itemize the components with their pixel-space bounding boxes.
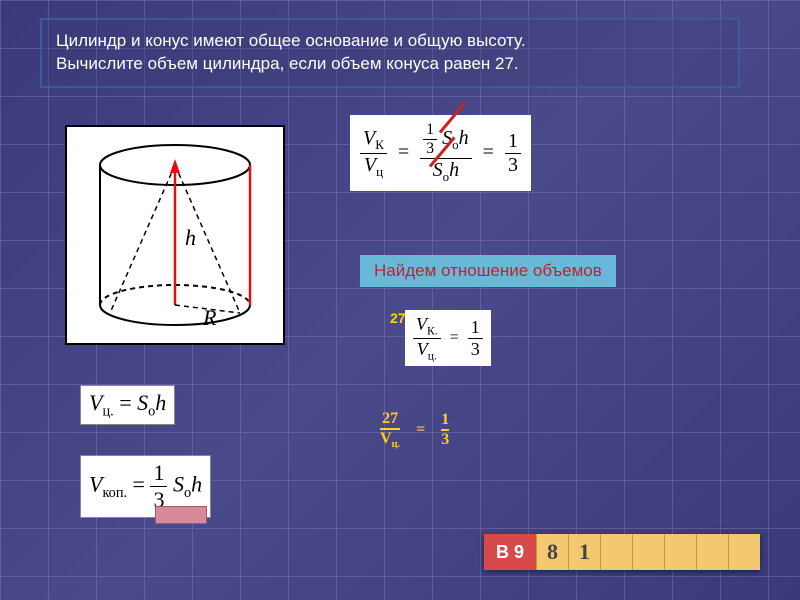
answer-label: В 9 xyxy=(484,534,536,570)
answer-cell[interactable] xyxy=(632,534,664,570)
diagram-svg: h R xyxy=(75,135,275,335)
solve-equation: 27 Vц. = 1 3 xyxy=(380,410,449,450)
problem-line1: Цилиндр и конус имеют общее основание и … xyxy=(56,30,724,53)
annotation-27: 27 xyxy=(390,310,406,326)
hint-box: Найдем отношение объемов xyxy=(360,255,616,287)
answer-cells: 8 1 xyxy=(536,534,760,570)
main-ratio-formula: VК Vц = 13 Sоh Sоh = 1 3 xyxy=(350,115,531,191)
answer-cell[interactable] xyxy=(728,534,760,570)
answer-cell[interactable] xyxy=(664,534,696,570)
answer-cell[interactable] xyxy=(696,534,728,570)
cylinder-cone-diagram: h R xyxy=(65,125,285,345)
problem-line2: Вычислите объем цилиндра, если объем кон… xyxy=(56,53,724,76)
answer-cell[interactable]: 8 xyxy=(536,534,568,570)
answer-cell[interactable] xyxy=(600,534,632,570)
answer-strip: В 9 8 1 xyxy=(484,534,760,570)
problem-statement: Цилиндр и конус имеют общее основание и … xyxy=(40,18,740,88)
formula-cylinder: Vц. = Sоh xyxy=(80,385,175,425)
h-label: h xyxy=(185,225,196,250)
ratio-substituted: VК. Vц. = 1 3 xyxy=(405,310,491,366)
pink-button[interactable] xyxy=(155,506,207,524)
r-label: R xyxy=(202,305,217,330)
answer-cell[interactable]: 1 xyxy=(568,534,600,570)
hint-text: Найдем отношение объемов xyxy=(374,261,602,280)
